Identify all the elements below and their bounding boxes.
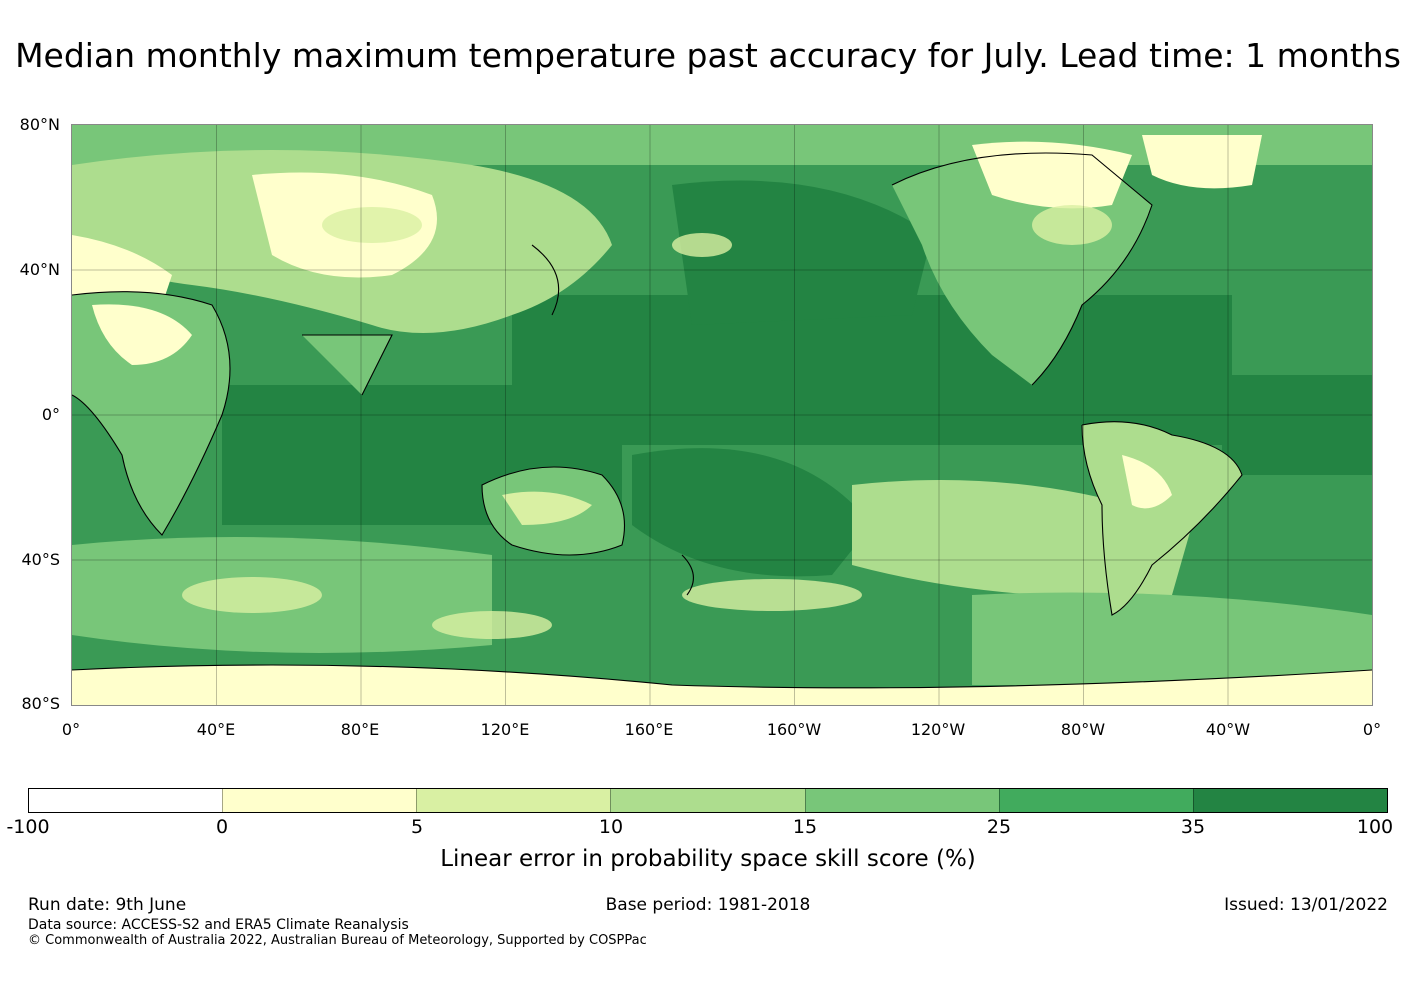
colorbar-label: Linear error in probability space skill … xyxy=(440,846,976,872)
lat-label-0: 0° xyxy=(41,405,60,424)
copyright: © Commonwealth of Australia 2022, Austra… xyxy=(28,933,647,948)
issued-date: Issued: 13/01/2022 xyxy=(1224,895,1388,915)
lon-label-0-end: 0° xyxy=(1362,720,1382,739)
colorbar-segment xyxy=(804,789,999,812)
colorbar-tick: 15 xyxy=(792,816,818,838)
lat-label-40n: 40°N xyxy=(19,260,60,279)
colorbar-tick: 0 xyxy=(215,816,229,838)
colorbar-segment xyxy=(29,789,223,812)
lon-label-0: 0° xyxy=(61,720,81,739)
lon-label-120e: 120°E xyxy=(480,720,530,739)
data-source: Data source: ACCESS-S2 and ERA5 Climate … xyxy=(28,917,409,933)
colorbar-segment xyxy=(610,789,805,812)
colorbar-segment xyxy=(416,789,611,812)
colorbar-tick: 5 xyxy=(410,816,424,838)
lon-label-80w: 80°W xyxy=(1060,720,1106,739)
lat-label-80n: 80°N xyxy=(19,115,60,134)
chart-title: Median monthly maximum temperature past … xyxy=(15,36,1401,75)
colorbar xyxy=(28,788,1388,813)
colorbar-segment xyxy=(1192,789,1387,812)
lon-label-40e: 40°E xyxy=(196,720,236,739)
colorbar-tick: 35 xyxy=(1180,816,1206,838)
colorbar-tick: -100 xyxy=(6,816,50,838)
lon-label-160e: 160°E xyxy=(624,720,674,739)
skill-score-map xyxy=(71,124,1373,706)
colorbar-tick: 25 xyxy=(986,816,1012,838)
lon-label-160w: 160°W xyxy=(766,720,822,739)
lat-label-40s: 40°S xyxy=(21,550,60,569)
lat-label-80s: 80°S xyxy=(21,694,60,713)
lon-label-120w: 120°W xyxy=(910,720,966,739)
lon-label-40w: 40°W xyxy=(1205,720,1251,739)
colorbar-tick: 10 xyxy=(598,816,624,838)
run-date: Run date: 9th June xyxy=(28,895,187,915)
lon-label-80e: 80°E xyxy=(340,720,380,739)
colorbar-segment xyxy=(998,789,1193,812)
colorbar-tick: 100 xyxy=(1356,816,1394,838)
colorbar-segment xyxy=(222,789,417,812)
base-period: Base period: 1981-2018 xyxy=(605,895,811,915)
